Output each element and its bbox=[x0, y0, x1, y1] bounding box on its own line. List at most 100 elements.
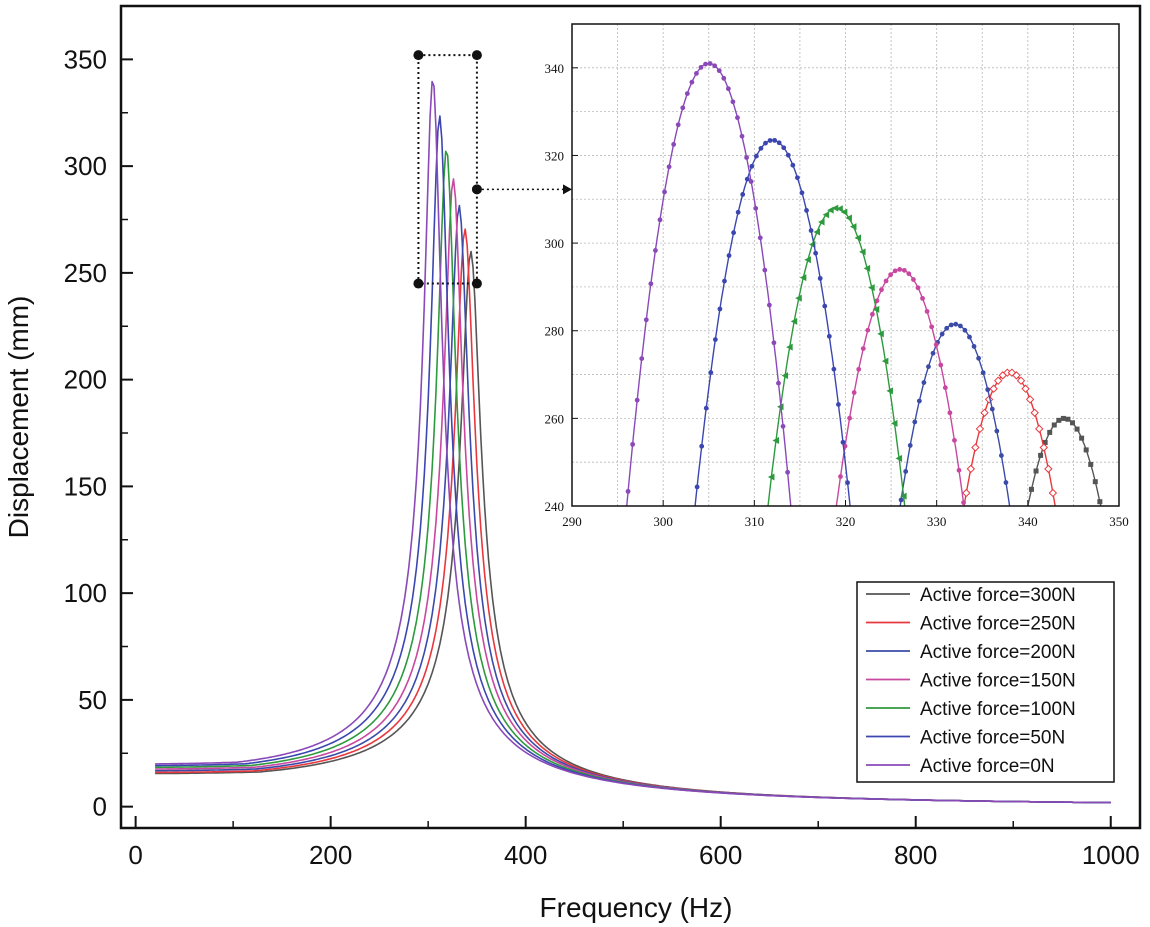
inset-marker-6 bbox=[684, 91, 690, 97]
inset-marker-3 bbox=[938, 362, 944, 368]
inset-marker-6 bbox=[725, 86, 731, 92]
inset-marker-2 bbox=[930, 350, 936, 356]
inset-marker-3 bbox=[892, 268, 898, 274]
inset-marker-4 bbox=[881, 357, 889, 365]
inset-marker-3 bbox=[942, 385, 948, 391]
inset-marker-2 bbox=[971, 344, 977, 349]
inset-marker-1 bbox=[1025, 395, 1035, 404]
inset-marker-4 bbox=[827, 206, 834, 214]
inset-marker-1 bbox=[962, 488, 971, 498]
inset-marker-6 bbox=[748, 179, 754, 184]
inset-x-tick-label: 330 bbox=[927, 514, 947, 529]
inset-marker-3 bbox=[869, 311, 875, 317]
inset-marker-4 bbox=[795, 294, 802, 302]
inset-marker-1 bbox=[1012, 371, 1021, 380]
inset-marker-2 bbox=[948, 322, 954, 328]
inset-x-tick-label: 300 bbox=[653, 514, 673, 529]
inset-x-tick-label: 310 bbox=[745, 514, 765, 529]
inset-y-tick-label: 300 bbox=[545, 236, 565, 251]
inset-marker-5 bbox=[758, 145, 764, 151]
inset-marker-1 bbox=[971, 443, 980, 452]
legend-label: Active force=200N bbox=[920, 642, 1076, 663]
inset-marker-5 bbox=[694, 484, 700, 490]
inset-marker-3 bbox=[952, 437, 957, 443]
inset-marker-0 bbox=[1088, 461, 1094, 467]
inset-marker-6 bbox=[657, 217, 663, 223]
inset-series-1 bbox=[962, 368, 1058, 506]
inset-marker-2 bbox=[989, 406, 995, 412]
inset-marker-1 bbox=[1039, 443, 1048, 452]
inset-marker-5 bbox=[740, 192, 746, 197]
inset-marker-0 bbox=[1038, 452, 1044, 458]
inset-marker-6 bbox=[634, 397, 640, 403]
inset-marker-2 bbox=[912, 419, 918, 425]
inset-marker-4 bbox=[859, 248, 866, 256]
inset-marker-5 bbox=[749, 163, 755, 169]
inset-marker-0 bbox=[1079, 435, 1085, 441]
y-tick-label: 350 bbox=[64, 44, 107, 74]
inset-marker-4 bbox=[799, 274, 807, 282]
inset-marker-2 bbox=[962, 327, 968, 333]
inset-x-tick-label: 340 bbox=[1018, 514, 1038, 529]
legend-label: Active force=100N bbox=[920, 699, 1076, 720]
inset-marker-0 bbox=[1056, 417, 1062, 423]
inset-marker-5 bbox=[799, 190, 805, 196]
inset-marker-5 bbox=[845, 480, 850, 486]
inset-marker-4 bbox=[845, 214, 852, 222]
inset-marker-1 bbox=[1048, 488, 1058, 498]
inset-marker-0 bbox=[1033, 468, 1039, 474]
inset-marker-0 bbox=[1028, 486, 1034, 492]
inset-y-tick-label: 320 bbox=[545, 148, 565, 163]
inset-marker-3 bbox=[906, 271, 912, 277]
inset-marker-5 bbox=[822, 303, 828, 309]
inset-marker-0 bbox=[1074, 426, 1080, 432]
inset-marker-6 bbox=[716, 68, 722, 74]
inset-marker-5 bbox=[781, 145, 787, 151]
inset-marker-4 bbox=[854, 234, 862, 242]
inset-marker-2 bbox=[916, 398, 922, 404]
legend-label: Active force=250N bbox=[920, 614, 1076, 635]
x-tick-label: 400 bbox=[504, 840, 547, 870]
inset-marker-4 bbox=[767, 473, 775, 481]
y-tick-label: 50 bbox=[78, 685, 107, 715]
inset-marker-1 bbox=[993, 376, 1003, 385]
inset-marker-3 bbox=[956, 467, 962, 473]
inset-y-tick-label: 240 bbox=[545, 499, 565, 514]
inset-marker-5 bbox=[776, 140, 782, 146]
inset-x-tick-label: 350 bbox=[1109, 514, 1129, 529]
y-tick-label: 150 bbox=[64, 471, 107, 501]
inset-marker-3 bbox=[961, 500, 966, 506]
inset-marker-2 bbox=[939, 331, 945, 337]
inset-marker-6 bbox=[698, 64, 704, 70]
inset-marker-1 bbox=[1030, 408, 1039, 417]
inset-marker-5 bbox=[767, 138, 773, 143]
inset-marker-6 bbox=[648, 281, 654, 287]
inset-marker-3 bbox=[915, 285, 921, 291]
inset-marker-2 bbox=[967, 334, 972, 340]
inset-series-2 bbox=[898, 321, 1011, 506]
inset-marker-0 bbox=[1083, 447, 1089, 453]
inset-marker-1 bbox=[989, 384, 998, 393]
main-series-lines bbox=[155, 80, 1111, 804]
series-line-6 bbox=[155, 80, 1111, 804]
inset-marker-6 bbox=[643, 317, 649, 323]
inset-marker-6 bbox=[666, 164, 672, 170]
inset-marker-6 bbox=[721, 75, 727, 81]
inset-marker-4 bbox=[849, 223, 857, 231]
inset-marker-3 bbox=[874, 298, 880, 304]
x-tick-label: 800 bbox=[894, 840, 937, 870]
legend-label: Active force=300N bbox=[920, 585, 1076, 606]
inset-marker-3 bbox=[929, 324, 935, 330]
inset-marker-6 bbox=[712, 63, 718, 69]
inset-marker-2 bbox=[976, 355, 982, 361]
inset-marker-2 bbox=[994, 428, 1000, 434]
inset-marker-6 bbox=[735, 115, 740, 121]
inset-series-lines bbox=[625, 61, 1103, 506]
inset-marker-2 bbox=[980, 370, 986, 376]
inset-marker-4 bbox=[818, 218, 825, 226]
inset-marker-6 bbox=[680, 105, 686, 111]
inset-marker-1 bbox=[1007, 368, 1017, 377]
inset-marker-4 bbox=[872, 305, 880, 313]
inset-marker-5 bbox=[763, 140, 768, 146]
